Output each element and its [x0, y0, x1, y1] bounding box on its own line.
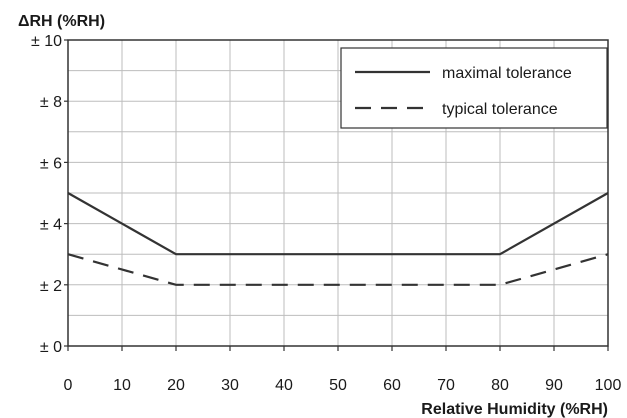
- x-tick-labels: 0 10 20 30 40 50 60 70 80 90 100: [64, 346, 622, 394]
- legend: maximal tolerance typical tolerance: [340, 47, 608, 129]
- y-axis-title: ΔRH (%RH): [18, 13, 105, 30]
- y-tick-label-0: ± 0: [40, 339, 62, 356]
- x-tick-label-60: 60: [383, 377, 401, 394]
- legend-box: [340, 47, 608, 129]
- legend-label-maximal-tolerance: maximal tolerance: [442, 65, 572, 82]
- y-tick-label-2: ± 2: [40, 278, 62, 295]
- series-group: [67, 192, 609, 286]
- x-tick-label-10: 10: [113, 377, 131, 394]
- y-tick-labels: ± 0 ± 2 ± 4 ± 6 ± 8 ± 10: [31, 33, 68, 356]
- x-tick-label-30: 30: [221, 377, 239, 394]
- y-tick-label-6: ± 6: [40, 155, 62, 172]
- legend-label-typical-tolerance: typical tolerance: [442, 101, 558, 118]
- series-line-typical-tolerance: [67, 253, 609, 286]
- series-line-maximal-tolerance: [67, 192, 609, 256]
- x-tick-label-90: 90: [545, 377, 563, 394]
- x-tick-label-0: 0: [64, 377, 73, 394]
- x-tick-label-100: 100: [595, 377, 622, 394]
- x-tick-label-50: 50: [329, 377, 347, 394]
- x-tick-label-70: 70: [437, 377, 455, 394]
- y-tick-label-10: ± 10: [31, 33, 62, 50]
- x-axis-title: Relative Humidity (%RH): [421, 401, 608, 418]
- x-tick-label-80: 80: [491, 377, 509, 394]
- y-tick-label-4: ± 4: [40, 217, 62, 234]
- x-tick-label-40: 40: [275, 377, 293, 394]
- x-tick-label-20: 20: [167, 377, 185, 394]
- y-tick-label-8: ± 8: [40, 94, 62, 111]
